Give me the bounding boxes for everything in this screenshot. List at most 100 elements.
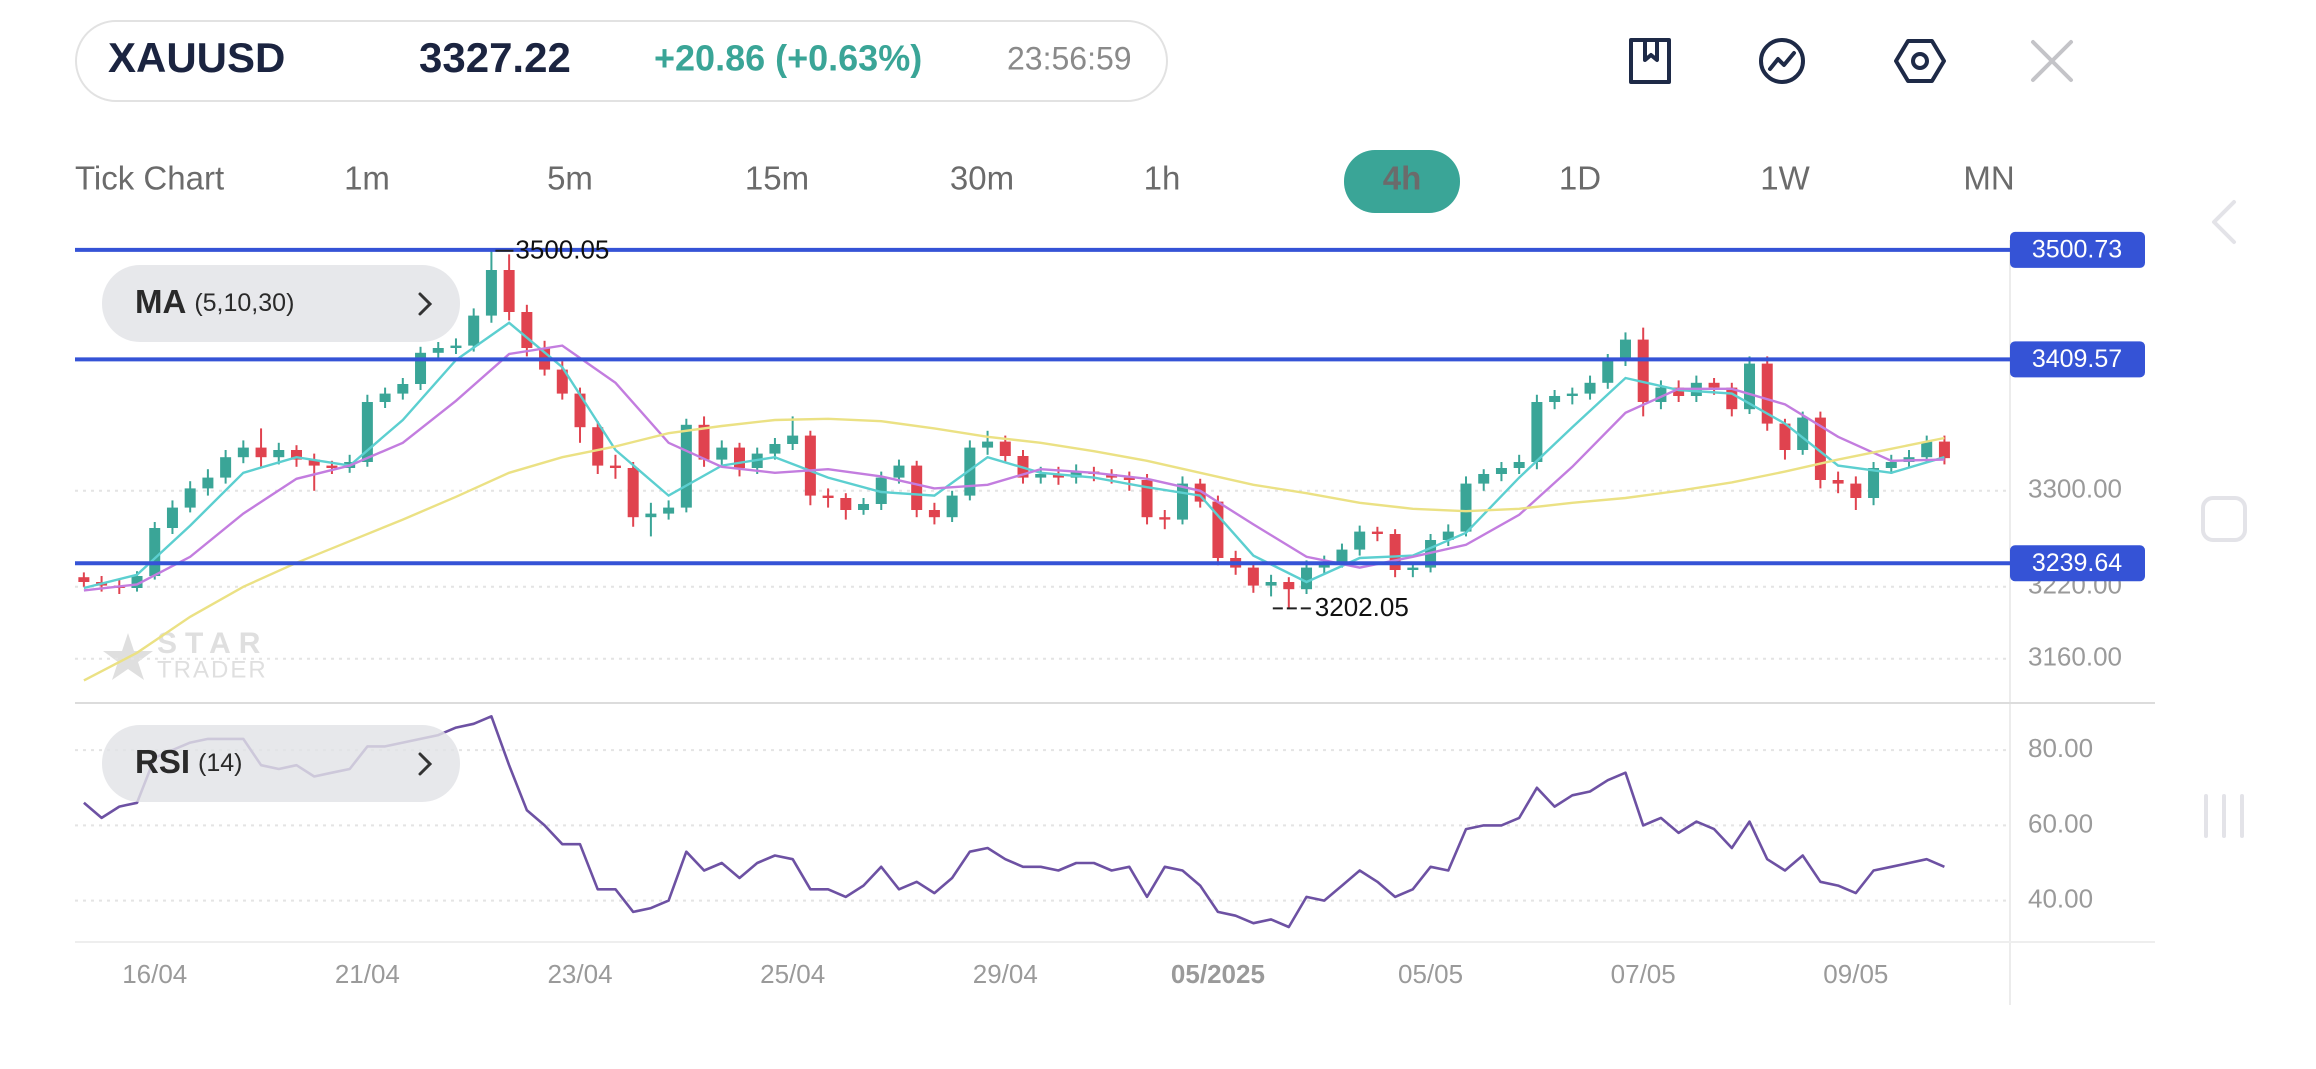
symbol-bar[interactable] (75, 20, 1168, 102)
candle-body (787, 435, 799, 444)
candle-body (379, 393, 391, 402)
candle-body (645, 513, 657, 518)
indicator-params: (5,10,30) (194, 289, 294, 317)
candle-body (1549, 396, 1561, 402)
candle-body (1761, 363, 1773, 424)
candle-body (1885, 462, 1897, 468)
y-tick-label: 60.00 (2028, 808, 2093, 838)
candle-body (609, 465, 621, 468)
candle-body (237, 447, 249, 458)
bookmark-icon[interactable] (1629, 38, 1671, 84)
indicator-icon[interactable] (1759, 38, 1805, 84)
candle-body (1602, 360, 1614, 383)
candle-body (149, 528, 161, 576)
candle-body (202, 477, 214, 489)
timeframe[interactable]: Tick Chart (75, 160, 224, 197)
candle-body (220, 457, 232, 478)
clock: 23:56:59 (1007, 40, 1132, 76)
indicator-chip[interactable] (102, 725, 460, 802)
timeframe[interactable]: 15m (745, 160, 809, 197)
overlay: 3500.73 3409.57 3239.64 MA (5,10,30) RSI (14) (102, 231, 2145, 802)
candle-body (1141, 480, 1153, 518)
candle-body (166, 507, 178, 528)
candle-body (1708, 382, 1720, 388)
candle-body (521, 312, 533, 348)
watermark-text: STAR (157, 627, 268, 660)
candle-body (1265, 582, 1277, 586)
ma-line (83, 417, 1945, 682)
side-square-icon[interactable] (2201, 496, 2247, 542)
candle-body (1035, 474, 1047, 478)
marks: 3500.05 3202.05 (75, 235, 2010, 929)
candle-body (1921, 441, 1933, 458)
candle-body (1850, 483, 1862, 498)
candle-body (432, 348, 444, 353)
candle-body (273, 450, 285, 458)
candle-body (928, 510, 940, 518)
level-tag (2010, 231, 2145, 268)
side-menu-icon[interactable] (2204, 794, 2244, 838)
candle-body (1655, 387, 1667, 402)
candle-body (769, 444, 781, 454)
low-label: 3202.05 (1315, 592, 1409, 622)
x-tick-label: 05/2025 (1171, 959, 1265, 989)
x-tick-label: 16/04 (122, 959, 187, 989)
candle-body (822, 495, 834, 498)
close-icon[interactable] (2031, 40, 2073, 82)
candle-body (1868, 468, 1880, 498)
candle-body (468, 315, 480, 346)
candle-body (964, 447, 976, 496)
candle-body (290, 450, 302, 460)
timeframe[interactable]: 4h (1383, 160, 1422, 197)
candle-body (1212, 501, 1224, 558)
x-tick-label: 23/04 (547, 959, 612, 989)
candle-body (326, 465, 338, 468)
x-tick-label: 07/05 (1611, 959, 1676, 989)
candle-body (556, 369, 568, 394)
timeframe[interactable]: 1W (1760, 160, 1810, 197)
price-change: +20.86 (+0.63%) (654, 38, 922, 79)
indicator-name: MA (135, 283, 186, 320)
candle-body (1584, 382, 1596, 394)
timeframe-active (1344, 150, 1460, 213)
candle-body (361, 402, 373, 462)
timeframe[interactable]: 1m (344, 160, 390, 197)
candle-body (733, 447, 745, 468)
timeframe[interactable]: 30m (950, 160, 1014, 197)
candle-body (1301, 567, 1313, 590)
candle-body (1566, 393, 1578, 396)
indicator-chip-text: MA (5,10,30) (135, 283, 294, 320)
level-label: 3500.73 (2032, 236, 2122, 264)
timeframe[interactable]: MN (1963, 160, 2014, 197)
x-tick-label: 09/05 (1823, 959, 1888, 989)
candle-body (1371, 531, 1383, 534)
indicator-chip[interactable] (102, 265, 460, 342)
symbol: XAUUSD (108, 34, 285, 81)
side-back-icon[interactable] (2212, 200, 2236, 244)
candle-body (1797, 417, 1809, 450)
candle-body (1460, 483, 1472, 532)
level-label: 3239.64 (2032, 549, 2122, 577)
candle-body (1159, 517, 1171, 520)
candle-body (1176, 483, 1188, 520)
candle-body (1832, 480, 1844, 484)
candle-body (255, 447, 267, 458)
candle-body (485, 270, 497, 316)
candle-body (840, 498, 852, 510)
timeframe[interactable]: 1h (1144, 160, 1181, 197)
settings-icon[interactable] (1894, 39, 1946, 83)
timeframe[interactable]: 5m (547, 160, 593, 197)
candle-body (1619, 339, 1631, 360)
candle-body (1194, 483, 1206, 502)
timeframe[interactable]: 1D (1559, 160, 1601, 197)
candle-body (308, 459, 320, 466)
candle-body (1442, 531, 1454, 540)
candle-body (982, 441, 994, 448)
candle-body (858, 504, 870, 510)
candle-body (78, 577, 90, 582)
candle-body (503, 270, 515, 312)
candle-body (627, 468, 639, 518)
candle-body (804, 435, 816, 496)
